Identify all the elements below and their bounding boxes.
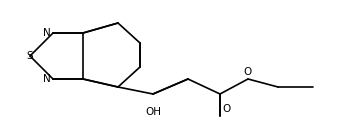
Text: S: S: [27, 51, 33, 61]
Text: N: N: [43, 74, 51, 84]
Text: N: N: [43, 28, 51, 38]
Text: OH: OH: [145, 107, 161, 117]
Text: O: O: [244, 67, 252, 77]
Text: O: O: [222, 104, 230, 114]
